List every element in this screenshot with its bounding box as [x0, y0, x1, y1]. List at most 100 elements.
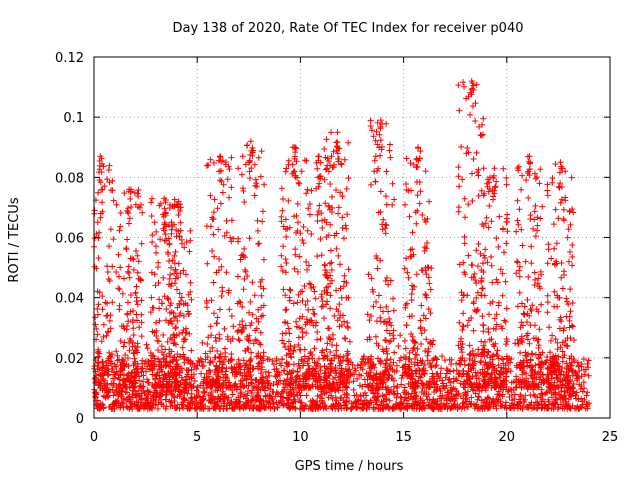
- data-point: [389, 404, 396, 411]
- data-point: [427, 286, 434, 293]
- data-point: [523, 332, 530, 339]
- data-point: [282, 343, 289, 350]
- data-point: [166, 204, 173, 211]
- data-point: [511, 401, 518, 408]
- data-point: [104, 366, 111, 373]
- data-point: [321, 216, 328, 223]
- data-point: [477, 370, 484, 377]
- data-point: [225, 163, 232, 170]
- data-point: [165, 296, 172, 303]
- data-point: [283, 306, 290, 313]
- data-point: [323, 166, 330, 173]
- data-point: [376, 144, 383, 151]
- data-point: [484, 352, 491, 359]
- data-point: [411, 344, 418, 351]
- data-point: [308, 285, 315, 292]
- data-point: [147, 309, 154, 316]
- data-point: [196, 394, 203, 401]
- data-point: [527, 356, 534, 363]
- data-point: [165, 319, 172, 326]
- data-point: [477, 359, 484, 366]
- data-point: [216, 364, 223, 371]
- data-point: [478, 285, 485, 292]
- data-point: [532, 393, 539, 400]
- data-point: [255, 318, 262, 325]
- data-point: [472, 369, 479, 376]
- data-point: [203, 304, 210, 311]
- data-point: [99, 306, 106, 313]
- data-point: [110, 375, 117, 382]
- data-point: [512, 384, 519, 391]
- data-point: [382, 193, 389, 200]
- data-point: [275, 390, 282, 397]
- data-point: [503, 215, 510, 222]
- data-point: [315, 153, 322, 160]
- data-point: [209, 248, 216, 255]
- data-point: [228, 184, 235, 191]
- data-point: [139, 357, 146, 364]
- data-point: [291, 265, 298, 272]
- data-point: [391, 349, 398, 356]
- data-point: [332, 394, 339, 401]
- data-point: [468, 78, 475, 85]
- data-point: [158, 362, 165, 369]
- data-point: [252, 336, 259, 343]
- data-point: [136, 377, 143, 384]
- data-point: [390, 327, 397, 334]
- data-point: [493, 396, 500, 403]
- data-point: [225, 384, 232, 391]
- data-point: [551, 303, 558, 310]
- data-point: [466, 342, 473, 349]
- data-point: [338, 161, 345, 168]
- data-point: [566, 317, 573, 324]
- data-point: [565, 258, 572, 265]
- data-point: [479, 121, 486, 128]
- data-point: [418, 267, 425, 274]
- data-point: [158, 401, 165, 408]
- data-point: [336, 301, 343, 308]
- data-point: [148, 294, 155, 301]
- data-point: [100, 333, 107, 340]
- data-point: [576, 367, 583, 374]
- data-point: [578, 373, 585, 380]
- data-point: [105, 362, 112, 369]
- data-point: [210, 159, 217, 166]
- data-point: [110, 403, 117, 410]
- data-point: [343, 384, 350, 391]
- data-point: [231, 373, 238, 380]
- data-point: [228, 401, 235, 408]
- data-point: [299, 297, 306, 304]
- data-point: [474, 263, 481, 270]
- data-point: [533, 174, 540, 181]
- data-point: [176, 290, 183, 297]
- data-point: [266, 400, 273, 407]
- data-point: [446, 376, 453, 383]
- data-point: [564, 234, 571, 241]
- data-points: [91, 78, 592, 412]
- data-point: [116, 227, 123, 234]
- data-point: [356, 371, 363, 378]
- data-point: [558, 196, 565, 203]
- data-point: [116, 302, 123, 309]
- data-point: [409, 403, 416, 410]
- data-point: [165, 383, 172, 390]
- data-point: [267, 385, 274, 392]
- data-point: [408, 291, 415, 298]
- data-point: [563, 295, 570, 302]
- data-point: [228, 351, 235, 358]
- data-point: [319, 224, 326, 231]
- data-point: [133, 283, 140, 290]
- data-point: [413, 392, 420, 399]
- data-point: [401, 404, 408, 411]
- data-point: [138, 369, 145, 376]
- data-point: [526, 340, 533, 347]
- data-point: [218, 178, 225, 185]
- data-point: [338, 394, 345, 401]
- data-point: [152, 243, 159, 250]
- data-point: [502, 318, 509, 325]
- data-point: [235, 235, 242, 242]
- data-point: [210, 231, 217, 238]
- data-point: [174, 317, 181, 324]
- data-point: [149, 393, 156, 400]
- data-point: [215, 267, 222, 274]
